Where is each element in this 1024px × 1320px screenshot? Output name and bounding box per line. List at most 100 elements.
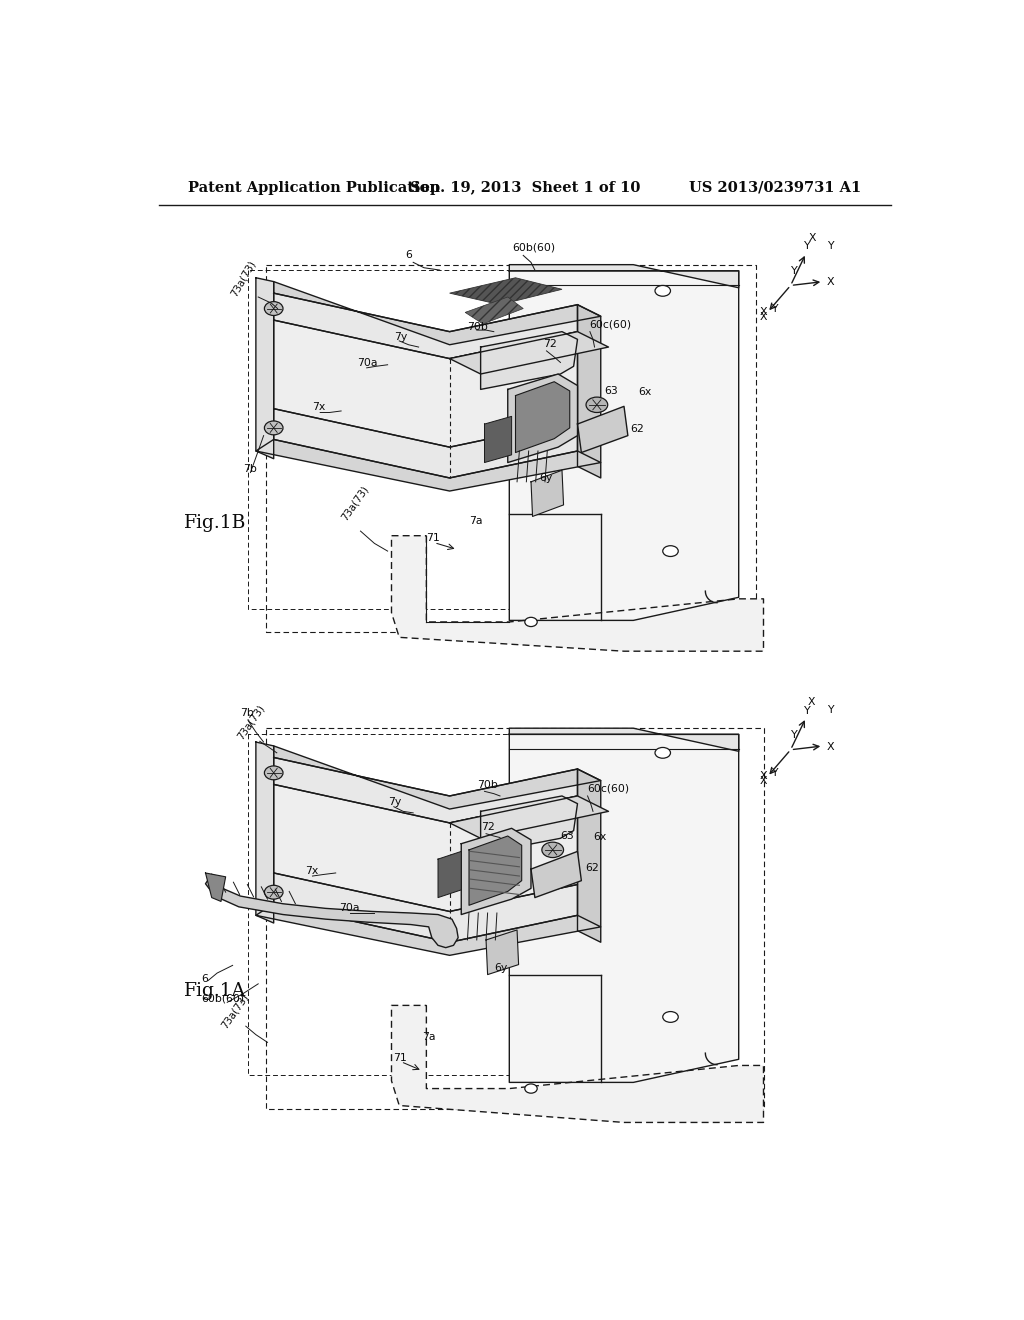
Text: 60b(60): 60b(60)	[202, 994, 245, 1003]
Text: 63: 63	[604, 385, 618, 396]
Text: 73a(73): 73a(73)	[219, 991, 251, 1030]
Polygon shape	[450, 331, 608, 374]
Text: Y: Y	[827, 240, 834, 251]
Text: X: X	[760, 312, 767, 322]
Polygon shape	[509, 734, 738, 1082]
Text: Y: Y	[804, 242, 811, 251]
Text: 7b: 7b	[243, 465, 257, 474]
Polygon shape	[273, 321, 578, 447]
Polygon shape	[206, 873, 225, 902]
Text: 73a(73): 73a(73)	[340, 483, 371, 521]
Text: Y: Y	[771, 768, 778, 779]
Text: 73a(73): 73a(73)	[228, 259, 257, 298]
Polygon shape	[578, 305, 601, 478]
Polygon shape	[273, 293, 578, 359]
Polygon shape	[273, 873, 578, 942]
Polygon shape	[531, 851, 582, 898]
Text: 72: 72	[481, 822, 496, 832]
Polygon shape	[480, 796, 578, 854]
Polygon shape	[461, 829, 531, 915]
Text: 6: 6	[406, 249, 413, 260]
Text: 71: 71	[426, 533, 440, 544]
Polygon shape	[578, 407, 628, 453]
Ellipse shape	[524, 1084, 538, 1093]
Polygon shape	[450, 277, 562, 305]
Text: 7x: 7x	[305, 866, 317, 876]
Ellipse shape	[663, 1011, 678, 1022]
Ellipse shape	[264, 886, 283, 899]
Polygon shape	[438, 851, 461, 898]
Text: Y: Y	[827, 705, 834, 715]
Text: Y: Y	[804, 706, 811, 715]
Text: 71: 71	[393, 1053, 407, 1063]
Polygon shape	[450, 796, 608, 838]
Text: Y: Y	[792, 730, 798, 741]
Text: 7x: 7x	[312, 403, 326, 412]
Text: 6y: 6y	[539, 474, 552, 483]
Text: Y: Y	[792, 265, 798, 276]
Polygon shape	[256, 742, 273, 923]
Polygon shape	[273, 746, 601, 809]
Text: 63: 63	[560, 832, 574, 841]
Text: X: X	[760, 306, 767, 317]
Polygon shape	[578, 770, 601, 942]
Text: 60c(60): 60c(60)	[587, 784, 629, 793]
Text: 6x: 6x	[638, 387, 651, 397]
Polygon shape	[273, 784, 578, 911]
Text: 62: 62	[630, 424, 644, 434]
Text: 60b(60): 60b(60)	[512, 243, 556, 252]
Polygon shape	[273, 409, 578, 478]
Text: X: X	[808, 697, 815, 708]
Text: 73a(73): 73a(73)	[234, 702, 266, 742]
Text: 62: 62	[586, 863, 599, 873]
Text: X: X	[760, 776, 767, 785]
Text: 70b: 70b	[477, 780, 498, 789]
Polygon shape	[531, 470, 563, 516]
Polygon shape	[508, 374, 578, 462]
Text: 6y: 6y	[494, 964, 507, 973]
Text: Fig.1B: Fig.1B	[183, 513, 246, 532]
Text: Y: Y	[771, 304, 778, 314]
Text: 72: 72	[543, 339, 556, 348]
Text: US 2013/0239731 A1: US 2013/0239731 A1	[689, 181, 861, 194]
Text: 60c(60): 60c(60)	[589, 319, 631, 330]
Polygon shape	[391, 1006, 764, 1122]
Text: Patent Application Publication: Patent Application Publication	[188, 181, 440, 194]
Ellipse shape	[542, 842, 563, 858]
Text: 70a: 70a	[356, 358, 377, 368]
Ellipse shape	[655, 747, 671, 758]
Text: 7y: 7y	[394, 331, 408, 342]
Polygon shape	[256, 277, 273, 459]
Text: 70b: 70b	[467, 322, 487, 331]
Ellipse shape	[586, 397, 607, 413]
Text: Sep. 19, 2013  Sheet 1 of 10: Sep. 19, 2013 Sheet 1 of 10	[410, 181, 640, 194]
Polygon shape	[206, 875, 458, 948]
Text: X: X	[760, 771, 767, 781]
Ellipse shape	[264, 302, 283, 315]
Polygon shape	[486, 929, 518, 974]
Ellipse shape	[264, 766, 283, 780]
Text: 7a: 7a	[423, 1032, 436, 1043]
Polygon shape	[273, 281, 601, 345]
Polygon shape	[509, 264, 738, 288]
Text: X: X	[826, 277, 834, 288]
Text: 7b: 7b	[241, 709, 254, 718]
Polygon shape	[515, 381, 569, 453]
Text: 6: 6	[202, 974, 209, 983]
Polygon shape	[256, 440, 601, 491]
Ellipse shape	[663, 545, 678, 557]
Polygon shape	[509, 729, 738, 751]
Text: X: X	[826, 742, 834, 751]
Polygon shape	[465, 297, 523, 323]
Polygon shape	[469, 836, 521, 906]
Polygon shape	[509, 271, 738, 620]
Text: 70a: 70a	[340, 903, 360, 913]
Text: 7y: 7y	[388, 797, 400, 807]
Text: 6x: 6x	[593, 832, 606, 842]
Ellipse shape	[655, 285, 671, 296]
Polygon shape	[484, 416, 512, 462]
Polygon shape	[273, 758, 578, 822]
Polygon shape	[391, 536, 764, 651]
Ellipse shape	[264, 421, 283, 434]
Text: 7a: 7a	[469, 516, 482, 527]
